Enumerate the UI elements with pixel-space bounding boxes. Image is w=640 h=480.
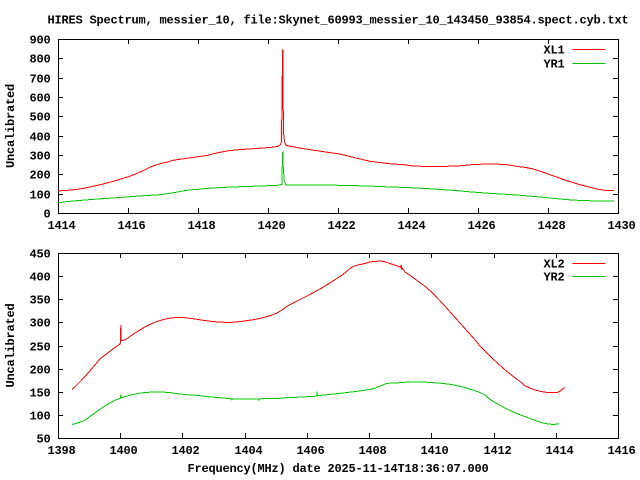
svg-text:YR2: YR2 (543, 271, 564, 285)
svg-text:XL1: XL1 (543, 44, 564, 58)
svg-text:50: 50 (36, 433, 50, 447)
svg-text:200: 200 (29, 169, 50, 183)
svg-text:0: 0 (43, 208, 50, 222)
svg-text:YR1: YR1 (543, 58, 564, 72)
svg-text:1424: 1424 (397, 219, 425, 233)
svg-text:1404: 1404 (234, 444, 262, 458)
svg-text:Uncalibrated: Uncalibrated (4, 84, 18, 168)
svg-text:1420: 1420 (257, 219, 285, 233)
svg-text:250: 250 (29, 341, 50, 355)
svg-text:1430: 1430 (607, 219, 635, 233)
svg-text:Frequency(MHz) date 2025-11-14: Frequency(MHz) date 2025-11-14T18:36:07.… (188, 462, 489, 476)
svg-text:300: 300 (29, 317, 50, 331)
svg-text:1412: 1412 (483, 444, 511, 458)
svg-text:100: 100 (29, 410, 50, 424)
svg-text:500: 500 (29, 111, 50, 125)
svg-text:300: 300 (29, 150, 50, 164)
svg-text:1408: 1408 (358, 444, 386, 458)
svg-text:HIRES Spectrum, messier_10, fi: HIRES Spectrum, messier_10, file:Skynet_… (48, 14, 629, 28)
svg-text:1416: 1416 (607, 444, 635, 458)
svg-text:900: 900 (29, 34, 50, 48)
svg-text:700: 700 (29, 73, 50, 87)
svg-text:1406: 1406 (296, 444, 324, 458)
svg-text:600: 600 (29, 92, 50, 106)
svg-text:150: 150 (29, 387, 50, 401)
svg-text:400: 400 (29, 131, 50, 145)
svg-text:1400: 1400 (109, 444, 137, 458)
svg-text:1416: 1416 (117, 219, 145, 233)
svg-text:350: 350 (29, 294, 50, 308)
svg-text:1418: 1418 (187, 219, 215, 233)
svg-text:100: 100 (29, 189, 50, 203)
svg-text:1414: 1414 (545, 444, 573, 458)
svg-text:1426: 1426 (467, 219, 495, 233)
svg-text:200: 200 (29, 364, 50, 378)
svg-text:1414: 1414 (47, 219, 75, 233)
svg-text:1398: 1398 (47, 444, 75, 458)
svg-text:1410: 1410 (420, 444, 448, 458)
svg-text:1402: 1402 (171, 444, 199, 458)
svg-text:1422: 1422 (327, 219, 355, 233)
svg-text:800: 800 (29, 53, 50, 67)
svg-text:1428: 1428 (537, 219, 565, 233)
svg-text:450: 450 (29, 248, 50, 262)
svg-text:XL2: XL2 (543, 258, 564, 272)
svg-text:Uncalibrated: Uncalibrated (4, 304, 18, 388)
svg-text:400: 400 (29, 271, 50, 285)
